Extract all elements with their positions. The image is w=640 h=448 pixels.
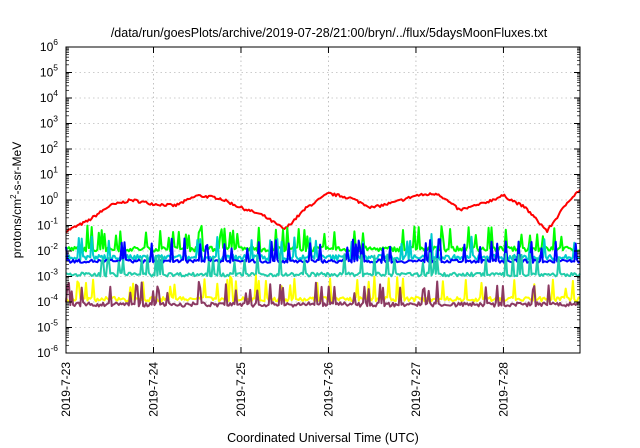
y-tick-label: 100 — [40, 190, 58, 207]
series-line — [65, 237, 581, 264]
x-tick-label: 2019-7-27 — [409, 362, 423, 417]
x-tick-label: 2019-7-24 — [146, 362, 160, 417]
y-axis-label: protons/cm2-s-sr-MeV — [9, 142, 24, 258]
y-tick-label: 10-2 — [37, 241, 58, 258]
series-layer — [65, 189, 581, 308]
series-line — [65, 252, 581, 278]
x-tick-label: 2019-7-28 — [496, 362, 510, 417]
y-tick-label: 10-3 — [37, 267, 58, 284]
y-axis-label-pre: protons/cm — [10, 199, 24, 258]
y-tick-label: 105 — [40, 63, 58, 80]
y-tick-label: 104 — [40, 88, 58, 105]
y-tick-label: 10-6 — [37, 343, 58, 360]
y-tick-label: 10-1 — [37, 216, 58, 233]
x-tick-label: 2019-7-23 — [59, 362, 73, 417]
y-axis: 10-6 10-5 10-4 10-3 10-2 10-1 100 101 102 103 104 1… — [37, 37, 580, 360]
x-tick-label: 2019-7-26 — [321, 362, 335, 417]
chart-title: /data/run/goesPlots/archive/2019-07-28/2… — [111, 26, 548, 40]
series-line — [65, 224, 581, 253]
y-tick-label: 102 — [40, 139, 58, 156]
y-tick-label: 103 — [40, 114, 58, 131]
y-tick-label: 10-4 — [37, 292, 58, 309]
y-tick-label: 106 — [40, 37, 58, 54]
x-axis-label: Coordinated Universal Time (UTC) — [227, 431, 419, 445]
x-tick-label: 2019-7-25 — [234, 362, 248, 417]
y-tick-label: 101 — [40, 165, 58, 182]
y-axis-label-post: -s-sr-MeV — [10, 142, 24, 195]
grid — [66, 47, 580, 353]
x-axis: 2019-7-23 2019-7-24 2019-7-25 2019-7-26 2019… — [59, 47, 510, 417]
y-axis-label-sup: 2 — [9, 194, 18, 199]
series-line — [65, 189, 581, 234]
y-tick-label: 10-5 — [37, 318, 58, 335]
series-line — [65, 280, 581, 308]
